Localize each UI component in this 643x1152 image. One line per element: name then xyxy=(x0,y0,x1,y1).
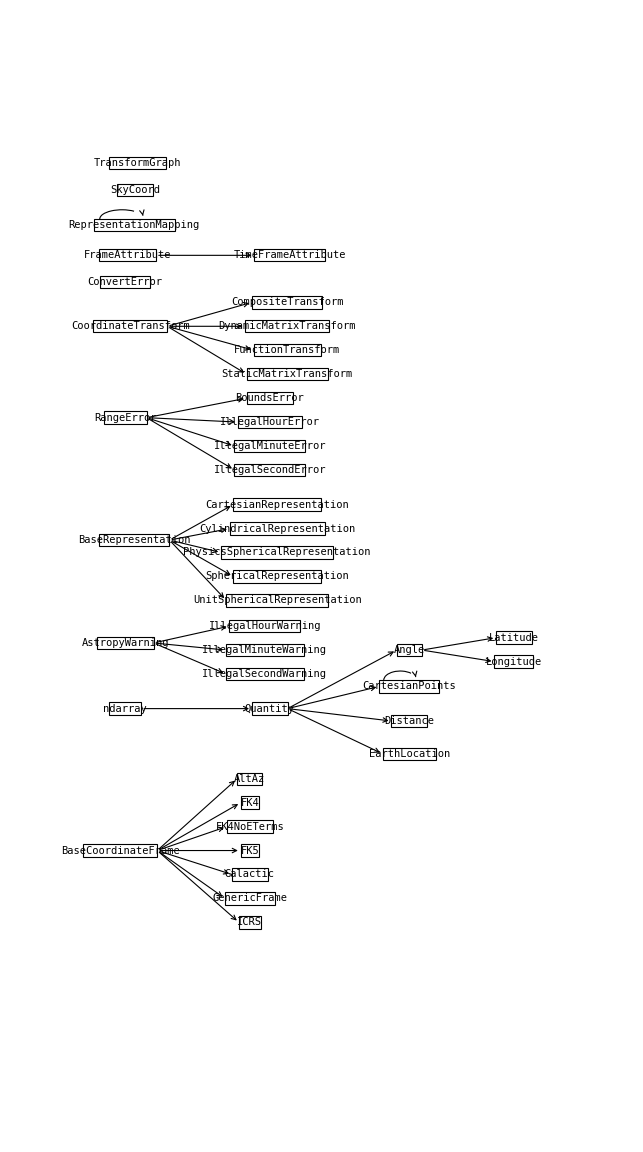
FancyBboxPatch shape xyxy=(227,820,273,833)
Text: TimeFrameAttribute: TimeFrameAttribute xyxy=(233,250,346,260)
FancyBboxPatch shape xyxy=(235,440,305,453)
Text: Distance: Distance xyxy=(385,717,434,726)
FancyBboxPatch shape xyxy=(252,296,322,309)
Text: CartesianPoints: CartesianPoints xyxy=(363,682,456,691)
FancyBboxPatch shape xyxy=(240,844,259,857)
FancyBboxPatch shape xyxy=(83,844,158,857)
FancyBboxPatch shape xyxy=(93,320,167,333)
FancyBboxPatch shape xyxy=(245,320,329,333)
Text: IllegalMinuteWarning: IllegalMinuteWarning xyxy=(203,645,327,655)
FancyBboxPatch shape xyxy=(238,416,302,429)
FancyBboxPatch shape xyxy=(252,703,287,714)
Text: PhysicsSphericalRepresentation: PhysicsSphericalRepresentation xyxy=(183,547,371,558)
FancyBboxPatch shape xyxy=(226,594,328,607)
FancyBboxPatch shape xyxy=(226,644,303,657)
Text: AstropyWarning: AstropyWarning xyxy=(82,638,169,647)
FancyBboxPatch shape xyxy=(397,644,422,657)
Text: FrameAttribute: FrameAttribute xyxy=(84,250,172,260)
Text: UnitSphericalRepresentation: UnitSphericalRepresentation xyxy=(193,596,361,606)
Text: RangeError: RangeError xyxy=(94,412,156,423)
FancyBboxPatch shape xyxy=(247,367,328,380)
Text: ICRS: ICRS xyxy=(237,917,262,927)
Text: EarthLocation: EarthLocation xyxy=(368,749,450,759)
FancyBboxPatch shape xyxy=(230,620,300,632)
Text: IllegalMinuteError: IllegalMinuteError xyxy=(213,441,326,452)
Text: BoundsError: BoundsError xyxy=(235,393,304,403)
Text: BaseRepresentation: BaseRepresentation xyxy=(78,535,190,545)
Text: IllegalHourWarning: IllegalHourWarning xyxy=(208,621,321,631)
FancyBboxPatch shape xyxy=(494,655,534,668)
Text: AltAz: AltAz xyxy=(234,774,266,783)
Text: SphericalRepresentation: SphericalRepresentation xyxy=(205,571,349,582)
Text: IllegalSecondError: IllegalSecondError xyxy=(213,465,326,475)
Text: FK4: FK4 xyxy=(240,797,259,808)
Text: CompositeTransform: CompositeTransform xyxy=(231,297,343,308)
FancyBboxPatch shape xyxy=(235,464,305,476)
FancyBboxPatch shape xyxy=(239,916,260,929)
FancyBboxPatch shape xyxy=(392,715,427,727)
FancyBboxPatch shape xyxy=(109,703,141,714)
Text: FK5: FK5 xyxy=(240,846,259,856)
Text: ndarray: ndarray xyxy=(104,704,147,713)
Text: Quantity: Quantity xyxy=(245,704,294,713)
FancyBboxPatch shape xyxy=(232,869,267,880)
Text: ConvertError: ConvertError xyxy=(87,276,163,287)
FancyBboxPatch shape xyxy=(240,796,259,809)
FancyBboxPatch shape xyxy=(109,157,166,169)
Text: CylindricalRepresentation: CylindricalRepresentation xyxy=(199,523,356,533)
FancyBboxPatch shape xyxy=(94,219,175,232)
Text: IllegalHourError: IllegalHourError xyxy=(220,417,320,427)
Text: Latitude: Latitude xyxy=(489,632,539,643)
Text: FK4NoETerms: FK4NoETerms xyxy=(215,821,284,832)
Text: BaseCoordinateFrame: BaseCoordinateFrame xyxy=(61,846,179,856)
Text: Galactic: Galactic xyxy=(225,870,275,879)
Text: RepresentationMapping: RepresentationMapping xyxy=(69,220,200,230)
FancyBboxPatch shape xyxy=(99,533,170,546)
FancyBboxPatch shape xyxy=(221,546,334,559)
FancyBboxPatch shape xyxy=(226,668,303,680)
Text: IllegalSecondWarning: IllegalSecondWarning xyxy=(203,669,327,679)
Text: StaticMatrixTransform: StaticMatrixTransform xyxy=(222,369,353,379)
Text: DynamicMatrixTransform: DynamicMatrixTransform xyxy=(219,321,356,332)
FancyBboxPatch shape xyxy=(253,344,321,356)
FancyBboxPatch shape xyxy=(383,748,436,760)
FancyBboxPatch shape xyxy=(379,681,439,692)
FancyBboxPatch shape xyxy=(233,570,322,583)
Text: Longitude: Longitude xyxy=(486,657,542,667)
FancyBboxPatch shape xyxy=(97,637,154,649)
FancyBboxPatch shape xyxy=(247,392,293,404)
FancyBboxPatch shape xyxy=(104,411,147,424)
Text: Angle: Angle xyxy=(394,645,425,655)
FancyBboxPatch shape xyxy=(237,773,262,785)
Text: CoordinateTransform: CoordinateTransform xyxy=(71,321,190,332)
Text: SkyCoord: SkyCoord xyxy=(110,184,160,195)
FancyBboxPatch shape xyxy=(225,893,275,904)
FancyBboxPatch shape xyxy=(233,499,322,510)
FancyBboxPatch shape xyxy=(255,249,325,262)
FancyBboxPatch shape xyxy=(496,631,532,644)
Text: TransformGraph: TransformGraph xyxy=(94,158,181,168)
Text: FunctionTransform: FunctionTransform xyxy=(234,346,340,355)
Text: GenericFrame: GenericFrame xyxy=(212,894,287,903)
FancyBboxPatch shape xyxy=(118,183,153,196)
FancyBboxPatch shape xyxy=(230,522,325,535)
FancyBboxPatch shape xyxy=(100,249,156,262)
Text: CartesianRepresentation: CartesianRepresentation xyxy=(205,500,349,509)
FancyBboxPatch shape xyxy=(100,275,150,288)
